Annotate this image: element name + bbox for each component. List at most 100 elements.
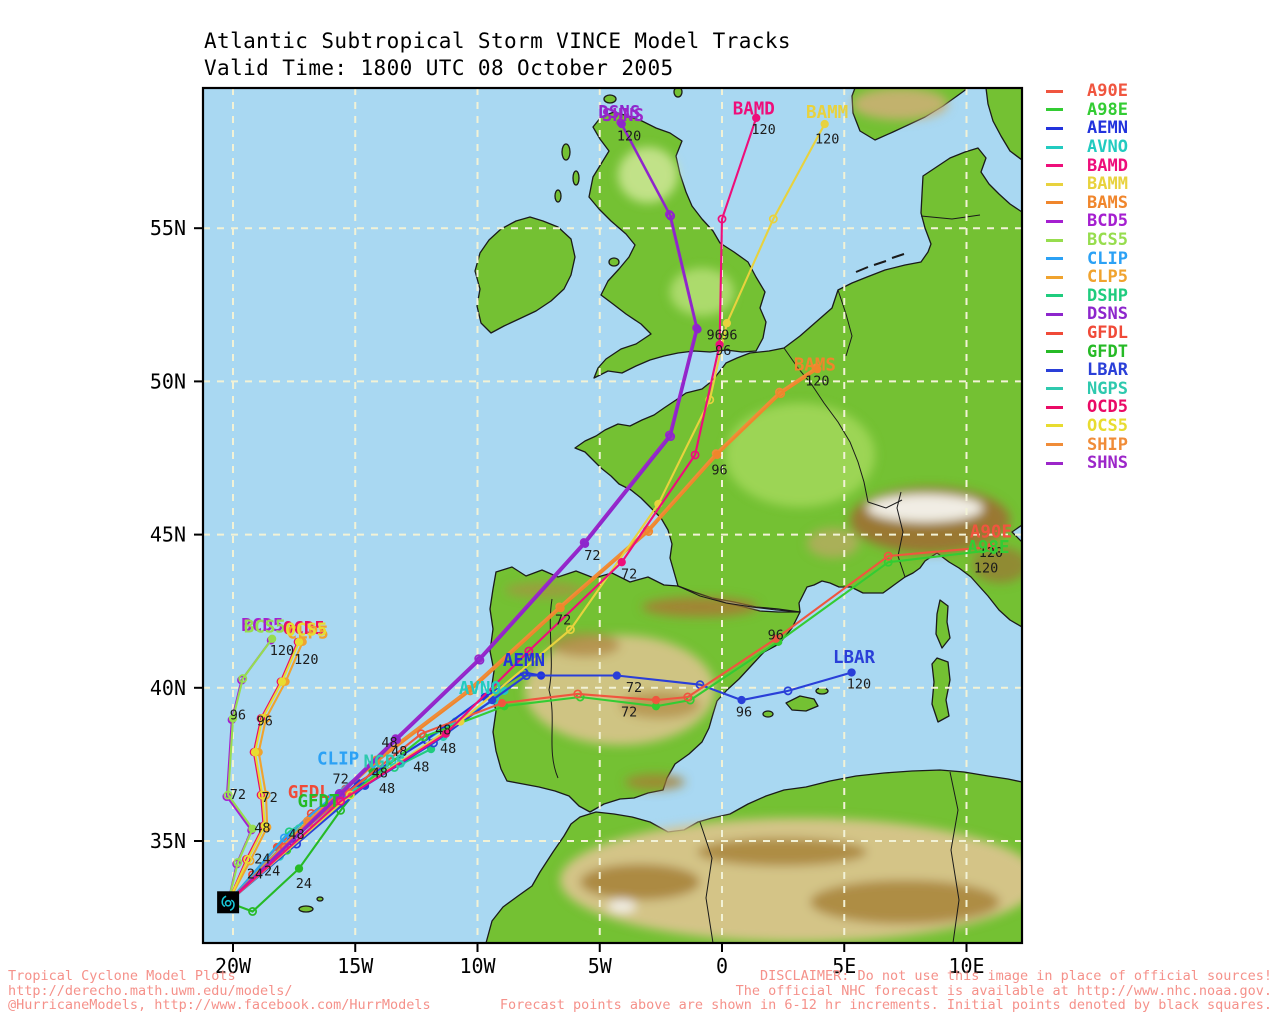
track-point bbox=[250, 747, 260, 757]
footer-disclaimer: DISCLAIMER: Do not use this image in pla… bbox=[759, 968, 1272, 984]
track-point bbox=[257, 713, 267, 723]
page-title: Atlantic Subtropical Storm VINCE Model T… bbox=[204, 28, 791, 82]
x-tick-label: 10E bbox=[948, 954, 984, 978]
legend-dash-icon bbox=[1046, 108, 1063, 112]
legend-label: DSNS bbox=[1087, 304, 1128, 325]
legend-dash-icon bbox=[1046, 182, 1063, 186]
legend-dash-icon bbox=[1046, 145, 1063, 149]
legend-label: A90E bbox=[1087, 81, 1128, 102]
hour-label: 96 bbox=[707, 327, 723, 343]
track-point bbox=[712, 450, 722, 460]
model-label-BCD5: BCD5 bbox=[241, 616, 283, 636]
hour-label: 48 bbox=[379, 781, 395, 797]
legend-dash-icon bbox=[1046, 275, 1063, 279]
footer-nhc-url: The official NHC forecast is available a… bbox=[735, 982, 1272, 999]
legend-dash-icon bbox=[1046, 331, 1063, 335]
track-point bbox=[752, 113, 761, 123]
model-label-BCS5: BCS5 bbox=[244, 618, 286, 638]
legend-label: SHIP bbox=[1087, 434, 1128, 455]
x-tick-label: 10W bbox=[459, 954, 496, 978]
legend-dash-icon bbox=[1046, 219, 1063, 223]
hour-label: 120 bbox=[974, 560, 998, 576]
track-point bbox=[294, 864, 304, 873]
hour-label: 24 bbox=[264, 864, 280, 880]
y-tick-label: 50N bbox=[150, 369, 186, 393]
legend-item-GFDT: GFDT bbox=[1046, 342, 1128, 361]
legend-item-CLIP: CLIP bbox=[1046, 249, 1128, 268]
legend-label: BAMM bbox=[1087, 174, 1128, 195]
island-orkney bbox=[603, 94, 617, 104]
legend-item-BAMS: BAMS bbox=[1046, 194, 1128, 213]
track-point bbox=[465, 686, 475, 696]
track-point bbox=[666, 432, 676, 442]
track-point bbox=[617, 119, 626, 129]
legend-item-BAMD: BAMD bbox=[1046, 156, 1128, 175]
track-BAMD bbox=[227, 113, 761, 904]
track-point bbox=[820, 119, 829, 129]
terrain-shading bbox=[505, 88, 1022, 942]
model-label-GFDL: GFDL bbox=[288, 783, 330, 803]
hour-label: 120 bbox=[847, 677, 871, 693]
track-point bbox=[565, 625, 575, 635]
model-label-BAMS: BAMS bbox=[794, 356, 836, 376]
track-point bbox=[813, 364, 822, 374]
track-line bbox=[227, 641, 304, 903]
model-label-A90E: A90E bbox=[970, 523, 1012, 543]
legend-item-BCD5: BCD5 bbox=[1046, 212, 1128, 231]
hour-label: 120 bbox=[979, 545, 1003, 561]
track-line bbox=[227, 641, 300, 903]
legend-label: BAMD bbox=[1087, 155, 1128, 176]
hour-label: 48 bbox=[413, 759, 429, 775]
track-point bbox=[497, 698, 507, 708]
track-point bbox=[883, 551, 893, 561]
y-tick-label: 40N bbox=[150, 676, 186, 700]
track-point bbox=[441, 729, 450, 738]
x-tick-label: 20W bbox=[215, 954, 252, 978]
legend-item-LBAR: LBAR bbox=[1046, 361, 1128, 380]
track-point bbox=[612, 671, 622, 680]
model-label-OCD5: OCD5 bbox=[283, 619, 325, 639]
hour-label: 72 bbox=[262, 790, 278, 806]
legend-label: BAMS bbox=[1087, 192, 1128, 213]
track-point bbox=[248, 824, 257, 833]
cyclone-icon-arms bbox=[221, 895, 235, 912]
land-ireland bbox=[474, 216, 576, 334]
hour-label: 48 bbox=[435, 723, 451, 739]
track-point bbox=[336, 790, 346, 800]
hour-label: 24 bbox=[247, 867, 263, 883]
legend-item-A90E: A90E bbox=[1046, 82, 1128, 101]
hour-label: 96 bbox=[715, 343, 731, 359]
track-OCS5 bbox=[227, 637, 304, 903]
legend-dash-icon bbox=[1046, 294, 1063, 298]
legend-label: DSHP bbox=[1087, 285, 1128, 306]
track-point bbox=[267, 634, 277, 643]
legend-label: NGPS bbox=[1087, 378, 1128, 399]
model-label-A98E: A98E bbox=[967, 538, 1009, 558]
track-line bbox=[227, 545, 991, 904]
track-point bbox=[717, 214, 727, 224]
y-tick-label: 45N bbox=[150, 523, 186, 547]
track-point bbox=[847, 668, 856, 677]
footer-models-url: http://derecho.math.uwm.edu/models/ bbox=[8, 982, 293, 999]
hour-label: 48 bbox=[391, 744, 407, 760]
legend-dash-icon bbox=[1046, 126, 1063, 130]
model-label-BAMD: BAMD bbox=[733, 100, 775, 120]
initial-point-square bbox=[217, 891, 240, 914]
track-point bbox=[223, 790, 233, 800]
hour-label: 120 bbox=[815, 131, 839, 147]
hour-label: 96 bbox=[736, 704, 752, 720]
legend-dash-icon bbox=[1046, 405, 1063, 409]
hour-label: 120 bbox=[294, 652, 318, 668]
track-point bbox=[986, 542, 996, 552]
track-point bbox=[690, 450, 700, 460]
legend-dash-icon bbox=[1046, 89, 1063, 93]
x-tick-label: 15W bbox=[337, 954, 374, 978]
model-label-CLP5: CLP5 bbox=[286, 624, 328, 644]
hour-label: 72 bbox=[584, 548, 600, 564]
track-point bbox=[580, 539, 590, 548]
legend-dash-icon bbox=[1046, 387, 1063, 391]
island-porto-santo bbox=[316, 896, 324, 902]
track-point bbox=[228, 714, 238, 723]
